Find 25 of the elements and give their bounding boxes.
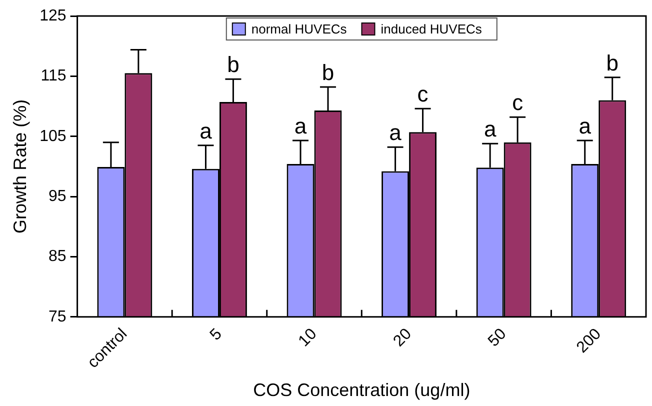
x-tick-label: 200 [574, 326, 605, 356]
x-axis-title: COS Concentration (ug/ml) [253, 380, 470, 400]
y-tick-label: 115 [40, 68, 66, 85]
x-tick-label: 20 [390, 326, 416, 350]
annotation: a [200, 118, 213, 144]
x-tick-label: 10 [296, 326, 320, 350]
annotation: c [512, 90, 524, 116]
annotation: c [417, 82, 428, 107]
x-tick-label: 5 [207, 326, 226, 344]
annotation: a [578, 114, 592, 139]
annotation: a [389, 120, 402, 146]
y-tick-label: 85 [48, 248, 66, 266]
annotation: b [227, 52, 240, 78]
annotation: b [606, 50, 618, 76]
annotation: b [322, 60, 334, 86]
legend-label: normal HUVECs [251, 22, 348, 37]
annotation: a [484, 116, 497, 142]
y-tick-label: 75 [48, 308, 66, 326]
y-tick-label: 95 [48, 188, 66, 205]
y-tick-label: 105 [40, 128, 66, 145]
legend-label: induced HUVECs [380, 22, 482, 37]
y-axis-title: Growth Rate (%) [10, 99, 30, 234]
annotation: a [294, 114, 308, 139]
x-tick-label: 50 [485, 326, 510, 350]
y-tick-label: 125 [40, 7, 66, 24]
